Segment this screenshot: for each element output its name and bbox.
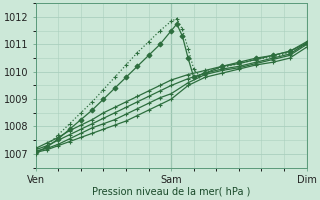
- X-axis label: Pression niveau de la mer( hPa ): Pression niveau de la mer( hPa ): [92, 187, 250, 197]
